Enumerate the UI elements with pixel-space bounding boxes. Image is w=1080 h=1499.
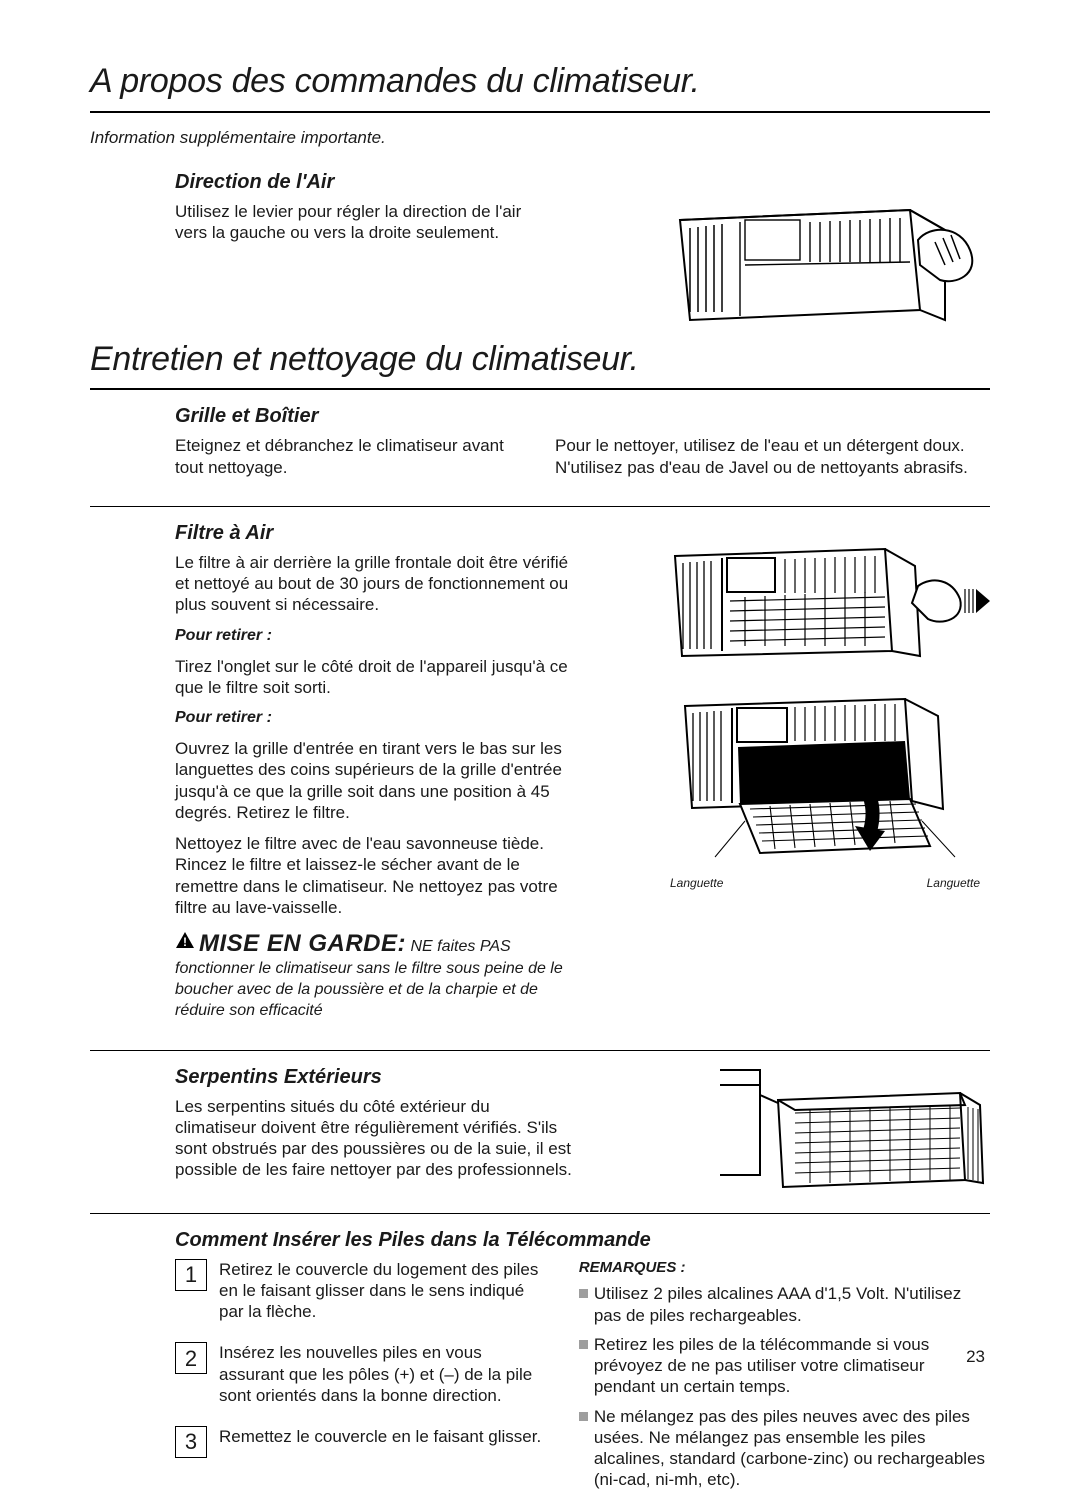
filtre-step2: Ouvrez la grille d'entrée en tirant vers… bbox=[175, 738, 575, 823]
square-bullet-icon bbox=[579, 1412, 588, 1421]
step-number: 2 bbox=[175, 1342, 207, 1374]
filtre-step1-h: Pour retirer : bbox=[175, 626, 575, 646]
illustration-filter-pull bbox=[660, 521, 990, 671]
illustration-grille-open: Languette Languette bbox=[660, 681, 990, 871]
remarque-1-text: Utilisez 2 piles alcalines AAA d'1,5 Vol… bbox=[594, 1283, 990, 1326]
languette-label-right: Languette bbox=[927, 876, 980, 891]
grille-right: Pour le nettoyer, utilisez de l'eau et u… bbox=[555, 435, 990, 478]
filtre-step1: Tirez l'onglet sur le côté droit de l'ap… bbox=[175, 656, 575, 699]
illustration-outdoor-coils bbox=[660, 1065, 990, 1195]
step-3: 3 Remettez le couvercle en le faisant gl… bbox=[175, 1426, 549, 1458]
step-1: 1 Retirez le couvercle du logement des p… bbox=[175, 1259, 549, 1333]
heading-grille: Grille et Boîtier bbox=[175, 404, 990, 429]
grille-left: Eteignez et débranchez le climatiseur av… bbox=[175, 435, 515, 478]
square-bullet-icon bbox=[579, 1289, 588, 1298]
step-number: 1 bbox=[175, 1259, 207, 1291]
title-controls: A propos des commandes du climatiseur. bbox=[90, 60, 990, 103]
svg-text:!: ! bbox=[183, 935, 187, 949]
page-number: 23 bbox=[966, 1346, 985, 1367]
divider bbox=[90, 1213, 990, 1214]
heading-piles: Comment Insérer les Piles dans la Téléco… bbox=[175, 1228, 990, 1253]
caution-block: ! MISE EN GARDE: NE faites PAS fonctionn… bbox=[175, 928, 575, 1022]
warning-triangle-icon: ! bbox=[175, 931, 195, 956]
remarques-heading: REMARQUES : bbox=[579, 1259, 990, 1278]
heading-direction-air: Direction de l'Air bbox=[175, 170, 620, 195]
rule bbox=[90, 388, 990, 390]
title-maintenance: Entretien et nettoyage du climatiseur. bbox=[90, 338, 990, 381]
remarque-1: Utilisez 2 piles alcalines AAA d'1,5 Vol… bbox=[579, 1283, 990, 1326]
rule bbox=[90, 111, 990, 113]
step-3-text: Remettez le couvercle en le faisant glis… bbox=[219, 1426, 541, 1447]
heading-filtre: Filtre à Air bbox=[175, 521, 620, 546]
step-number: 3 bbox=[175, 1426, 207, 1458]
filtre-step2-h: Pour retirer : bbox=[175, 708, 575, 728]
remarque-3-text: Ne mélangez pas des piles neuves avec de… bbox=[594, 1406, 990, 1491]
subtitle: Information supplémentaire importante. bbox=[90, 127, 990, 148]
filtre-intro: Le filtre à air derrière la grille front… bbox=[175, 552, 575, 616]
illustration-ac-hand bbox=[660, 170, 990, 330]
languette-label-left: Languette bbox=[670, 876, 723, 891]
remarque-2: Retirez les piles de la télécommande si … bbox=[579, 1334, 990, 1398]
filtre-step3: Nettoyez le filtre avec de l'eau savonne… bbox=[175, 833, 575, 918]
step-2: 2 Insérez les nouvelles piles en vous as… bbox=[175, 1342, 549, 1416]
step-1-text: Retirez le couvercle du logement des pil… bbox=[219, 1259, 549, 1323]
square-bullet-icon bbox=[579, 1340, 588, 1349]
divider bbox=[90, 1050, 990, 1051]
remarque-3: Ne mélangez pas des piles neuves avec de… bbox=[579, 1406, 990, 1491]
heading-serpentins: Serpentins Extérieurs bbox=[175, 1065, 620, 1090]
caution-lead: MISE EN GARDE: bbox=[199, 930, 406, 957]
direction-air-text: Utilisez le levier pour régler la direct… bbox=[175, 201, 555, 244]
remarque-2-text: Retirez les piles de la télécommande si … bbox=[594, 1334, 990, 1398]
serpentins-text: Les serpentins situés du côté extérieur … bbox=[175, 1096, 575, 1181]
divider bbox=[90, 506, 990, 507]
